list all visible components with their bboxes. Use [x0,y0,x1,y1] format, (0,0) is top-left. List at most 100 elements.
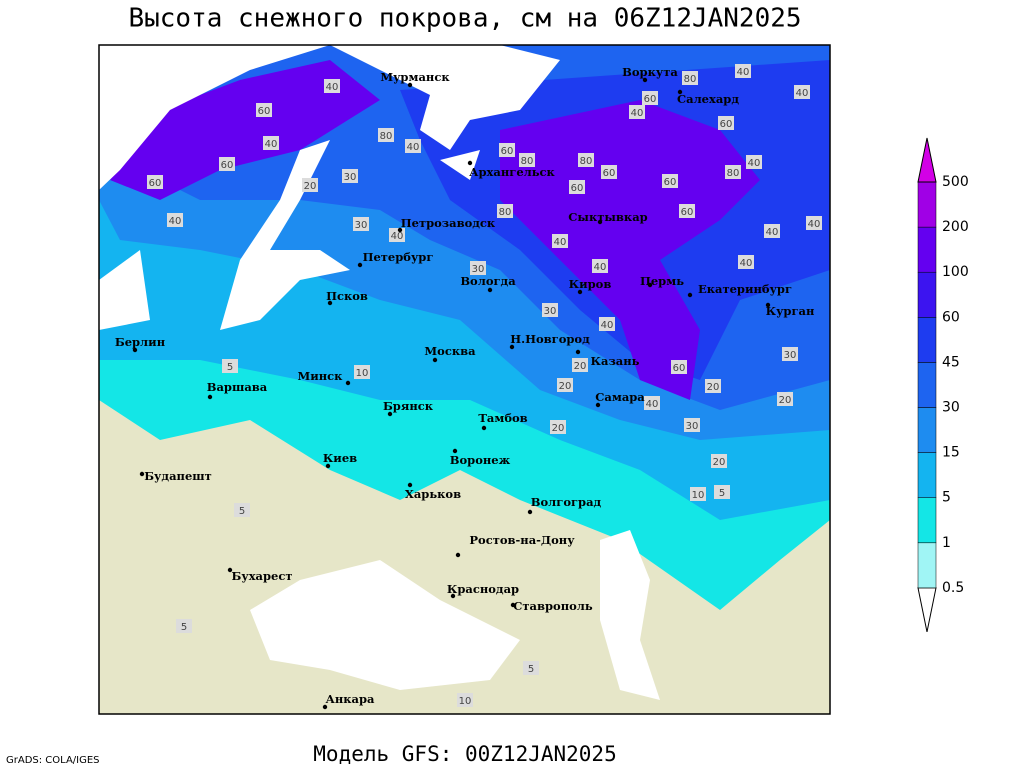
contour-label-box [519,153,535,167]
contour-label-box [572,358,588,372]
sea [330,45,560,150]
contour-label-box [324,79,340,93]
contour-label-box [557,378,573,392]
city-dot [407,482,413,488]
city-label: Краснодар [447,582,519,596]
contour-label-box [354,365,370,379]
city-dot [595,402,601,408]
city-label: Москва [424,344,476,358]
contour-label-box [470,261,486,275]
contour-label-box [405,139,421,153]
contour-label-box [671,360,687,374]
contour-label: 80 [580,156,593,167]
city-dot [467,160,473,166]
contour-label-box [302,178,318,192]
contour-label: 20 [713,457,726,468]
city-dot [509,344,515,350]
contour-label-box [550,420,566,434]
contour-label: 30 [544,306,557,317]
contour-label-box [601,165,617,179]
contour-label-box [176,619,192,633]
city-label: Екатеринбург [698,282,792,296]
contour-label: 60 [221,160,234,171]
contour-label: 60 [571,183,584,194]
city-label: Киров [569,277,612,291]
sea [99,250,150,330]
contour-label-box [342,169,358,183]
contour-label: 60 [258,106,271,117]
city-label: Минск [298,369,344,383]
contour-label: 40 [796,88,809,99]
contour-label-box [592,259,608,273]
footer: Модель GFS: 00Z12JAN2025 [313,742,616,766]
contour-label: 30 [686,421,699,432]
legend-swatch [917,587,937,633]
city-label: Вологда [460,274,516,288]
contour-label-box [735,64,751,78]
city-label: Тамбов [478,411,527,425]
contour-label-box [542,303,558,317]
legend-label: 45 [942,354,960,370]
contour-label: 5 [528,664,534,675]
contour-label: 5 [181,622,187,633]
city-dot [132,347,138,353]
contour-label: 40 [740,258,753,269]
contour-label-box [457,693,473,707]
contour-label-box [782,347,798,361]
city-label: Ставрополь [513,599,593,613]
contour-label-box [682,71,698,85]
city-dot [481,425,487,431]
contour-label-box [642,91,658,105]
contour-label: 80 [684,74,697,85]
city-label: Петербург [363,250,434,264]
city-label: Салехард [677,92,739,106]
city-label: Казань [591,354,640,368]
city-dot [677,89,683,95]
city-label: Самара [595,390,645,404]
city-label: Сыктывкар [568,210,647,224]
contour-label: 30 [344,172,357,183]
contour-label-box [569,180,585,194]
city-dot [322,704,328,710]
contour-label: 20 [552,423,565,434]
contour-label-box [679,204,695,218]
contour-label: 60 [664,177,677,188]
contour-label-box [806,216,822,230]
city-dot [527,509,533,515]
contour-label: 40 [169,216,182,227]
city-dot [397,227,403,233]
contour-label-box [497,204,513,218]
contour-label: 30 [472,264,485,275]
contour-label: 40 [766,227,779,238]
map-frame [98,44,831,715]
contour-label-box [705,379,721,393]
city-dot [642,77,648,83]
contour-label: 40 [808,219,821,230]
contour-label-box [746,155,762,169]
contour-label: 80 [499,207,512,218]
contour-label: 40 [631,108,644,119]
credit: GrADS: COLA/IGES [6,755,100,766]
contour-label-box [690,487,706,501]
legend-label: 0.5 [942,580,964,596]
city-dot [765,302,771,308]
contour-label-box [794,85,810,99]
contour-label-box [523,661,539,675]
contour-label: 60 [149,178,162,189]
contour-label-box [711,454,727,468]
contour-label: 20 [559,381,572,392]
city-dot [207,394,213,400]
contour-label: 40 [265,139,278,150]
snow-60-100 [500,100,760,400]
contour-label: 10 [459,696,472,707]
contour-label-box [644,396,660,410]
snow-60-100 [110,60,380,200]
contour-label-box [629,105,645,119]
contour-label-box [725,165,741,179]
city-label: Варшава [207,380,268,394]
contour-label-box [353,217,369,231]
legend-label: 100 [942,264,969,280]
legend-swatch [917,497,937,544]
